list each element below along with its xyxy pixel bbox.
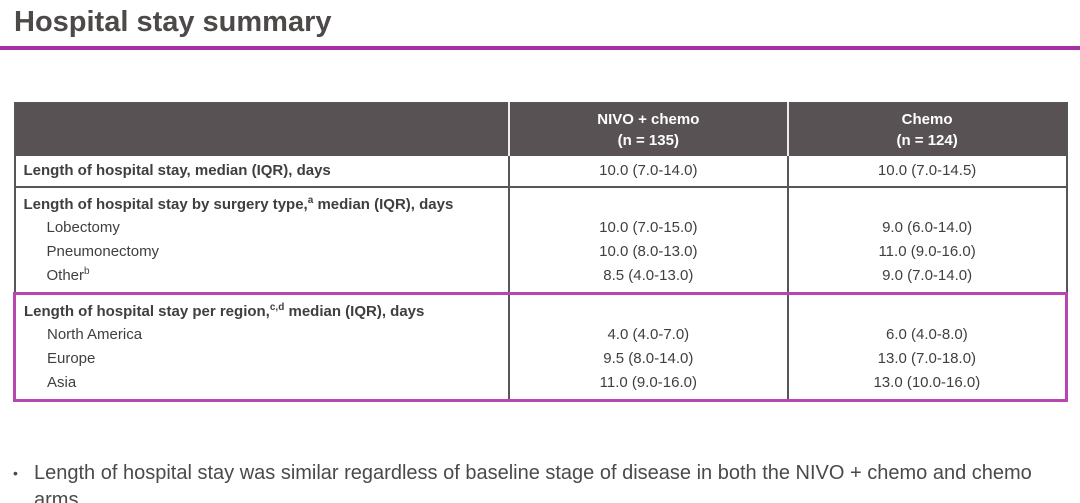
value-nivo-chemo: 4.0 (4.0-7.0) (507, 323, 788, 347)
column-label: Chemo (901, 111, 953, 128)
column-n: (n = 135) (617, 132, 679, 149)
empty-cell (786, 292, 1068, 323)
section-header-label: Length of hospital stay per region,c,d m… (12, 292, 509, 323)
value-nivo-chemo: 10.0 (7.0-15.0) (507, 216, 788, 240)
bullet-text: Length of hospital stay was similar rega… (34, 462, 1032, 503)
section-header-row: Length of hospital stay by surgery type,… (15, 187, 1067, 216)
empty-cell (507, 292, 788, 323)
row-label: Europe (12, 347, 509, 371)
footnote-marker: b (84, 266, 90, 277)
value-nivo-chemo: 10.0 (8.0-13.0) (507, 240, 788, 264)
empty-cell (507, 187, 788, 216)
header-col-nivo-chemo: NIVO + chemo (n = 135) (507, 103, 788, 156)
row-label: Pneumonectomy (46, 243, 160, 260)
label-text: Other (46, 267, 85, 284)
page-title: Hospital stay summary (14, 6, 332, 38)
table-row-lobectomy: Lobectomy 10.0 (7.0-15.0) 9.0 (6.0-14.0) (15, 216, 1067, 240)
title-underline (0, 46, 1080, 50)
value-nivo-chemo: 8.5 (4.0-13.0) (507, 264, 788, 294)
label-text: median (IQR), days (284, 303, 425, 320)
section-header-label: Length of hospital stay by surgery type,… (15, 187, 509, 216)
row-label: Length of hospital stay, median (IQR), d… (14, 156, 509, 188)
bullet-dot: • (13, 465, 18, 481)
column-n: (n = 124) (896, 132, 958, 149)
row-label: Otherb (15, 264, 509, 294)
header-col-chemo: Chemo (n = 124) (786, 103, 1067, 156)
section-surgery-type: Length of hospital stay by surgery type,… (15, 187, 1067, 294)
table-row-pneumonectomy: Pneumonectomy 10.0 (8.0-13.0) 11.0 (9.0-… (15, 240, 1067, 264)
table-row-overall: Length of hospital stay, median (IQR), d… (14, 156, 1067, 188)
value-chemo: 13.0 (10.0-16.0) (786, 371, 1068, 402)
row-label: North America (12, 323, 509, 347)
table-row-europe: Europe 9.5 (8.0-14.0) 13.0 (7.0-18.0) (12, 347, 1068, 371)
section-region: Length of hospital stay per region,c,d m… (12, 292, 1068, 402)
bullet-item: • Length of hospital stay was similar re… (13, 460, 1050, 503)
footnote-marker: c,d (269, 302, 285, 313)
header-empty-cell (14, 103, 509, 156)
value-chemo: 10.0 (7.0-14.5) (786, 156, 1067, 188)
table-row-asia: Asia 11.0 (9.0-16.0) 13.0 (10.0-16.0) (12, 371, 1068, 402)
value-chemo: 13.0 (7.0-18.0) (786, 347, 1068, 371)
column-label: NIVO + chemo (597, 111, 700, 128)
value-nivo-chemo: 11.0 (9.0-16.0) (507, 371, 788, 402)
value-nivo-chemo: 10.0 (7.0-14.0) (507, 156, 788, 188)
value-chemo: 9.0 (7.0-14.0) (786, 264, 1067, 294)
row-label: Lobectomy (46, 219, 120, 236)
value-chemo: 9.0 (6.0-14.0) (786, 216, 1067, 240)
value-chemo: 6.0 (4.0-8.0) (786, 323, 1068, 347)
hospital-stay-table: NIVO + chemo (n = 135) Chemo (n = 124) L… (12, 102, 1068, 402)
table-row-other: Otherb 8.5 (4.0-13.0) 9.0 (7.0-14.0) (15, 264, 1067, 294)
table-row-north-america: North America 4.0 (4.0-7.0) 6.0 (4.0-8.0… (12, 323, 1068, 347)
footnote-marker: a (307, 195, 314, 206)
label-text: Length of hospital stay by surgery type, (23, 196, 308, 213)
section-header-row: Length of hospital stay per region,c,d m… (12, 292, 1068, 323)
row-label: Asia (12, 371, 509, 402)
value-chemo: 11.0 (9.0-16.0) (786, 240, 1067, 264)
empty-cell (786, 187, 1067, 216)
value-nivo-chemo: 9.5 (8.0-14.0) (507, 347, 788, 371)
section-overall: Length of hospital stay, median (IQR), d… (14, 156, 1067, 188)
table-header-row: NIVO + chemo (n = 135) Chemo (n = 124) (14, 103, 1067, 156)
label-text: median (IQR), days (313, 196, 454, 213)
label-text: Length of hospital stay per region, (24, 303, 270, 320)
